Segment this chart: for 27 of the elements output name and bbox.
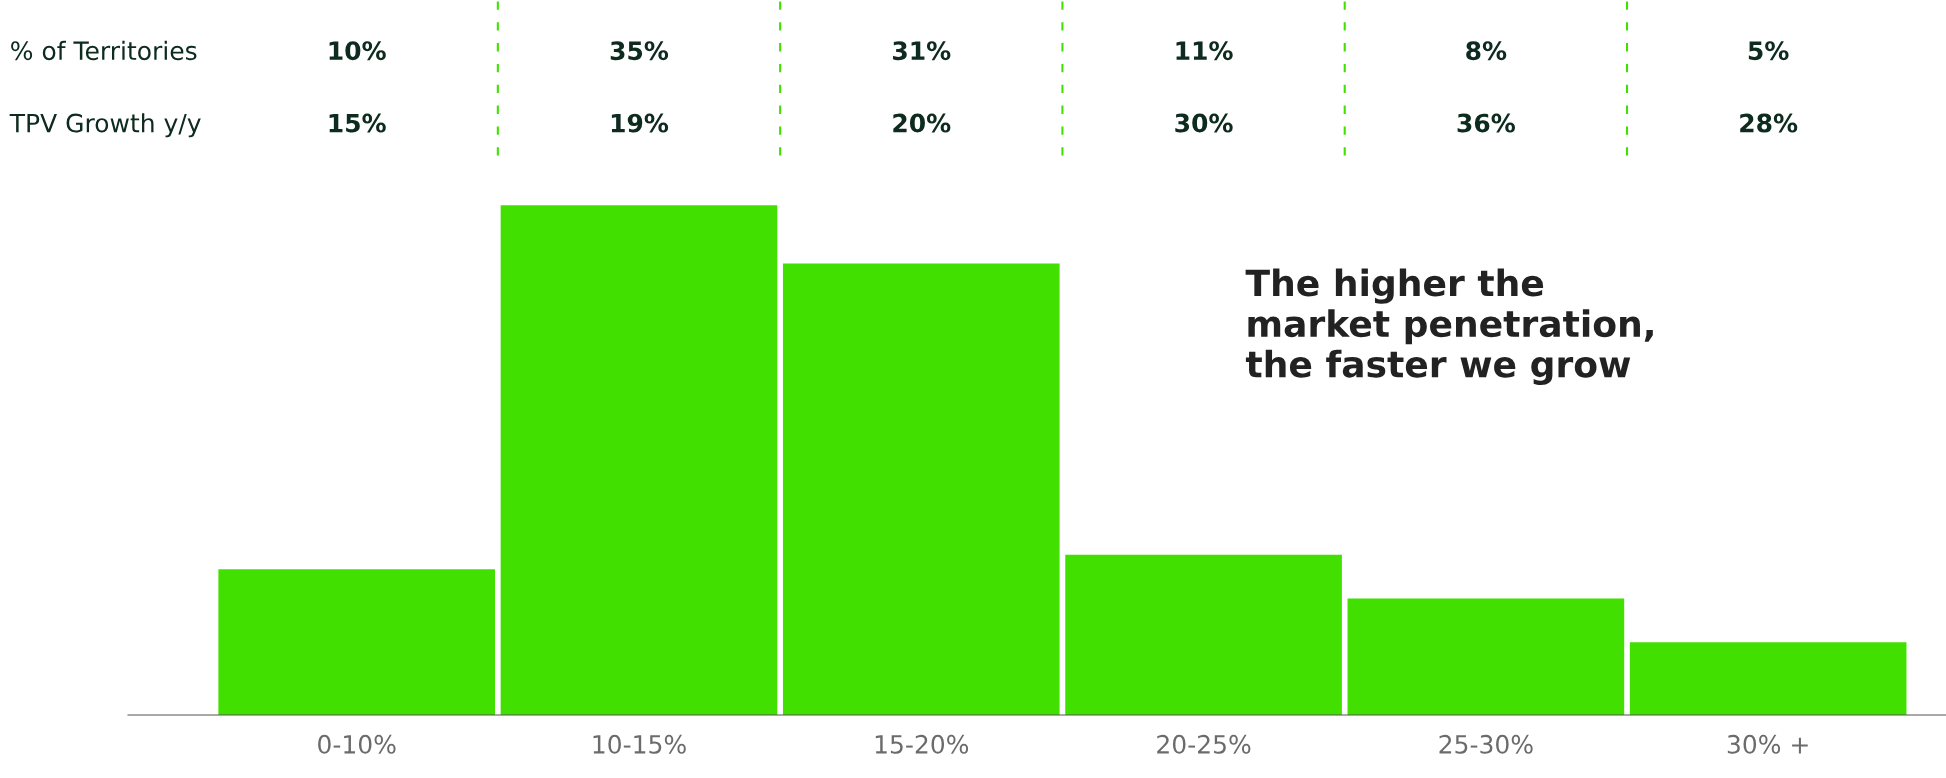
annotation: The higher the market penetration, the faster we grow — [1245, 268, 1653, 385]
data-label: 10% — [329, 41, 386, 61]
x-tick-label: 25-30% — [1439, 734, 1533, 754]
bar — [500, 205, 778, 715]
text: 36% — [1457, 113, 1515, 133]
x-tick-label: 15-20% — [875, 734, 969, 754]
data-label: 11% — [1176, 41, 1233, 61]
x-tick-label: 20-25% — [1157, 734, 1251, 754]
bar — [218, 569, 496, 715]
bar — [1065, 554, 1342, 715]
data-label: 5% — [1748, 41, 1789, 61]
bar — [782, 263, 1060, 715]
text: TPV Growth y/y — [9, 113, 201, 138]
bar — [1347, 598, 1625, 715]
text: 15% — [329, 113, 386, 133]
data-label: 8% — [1466, 41, 1507, 61]
data-label: 31% — [893, 41, 951, 61]
text: 30% — [1175, 113, 1233, 133]
x-tick-label: 30% + — [1727, 734, 1808, 754]
text: % of Territories — [11, 40, 197, 61]
x-tick-label: 0-10% — [318, 734, 396, 754]
x-tick-label: 10-15% — [593, 734, 686, 754]
text: 20% — [893, 113, 951, 133]
text: 28% — [1740, 113, 1798, 133]
data-label: 35% — [610, 41, 669, 61]
bar — [1629, 642, 1907, 715]
text: 19% — [611, 113, 669, 133]
